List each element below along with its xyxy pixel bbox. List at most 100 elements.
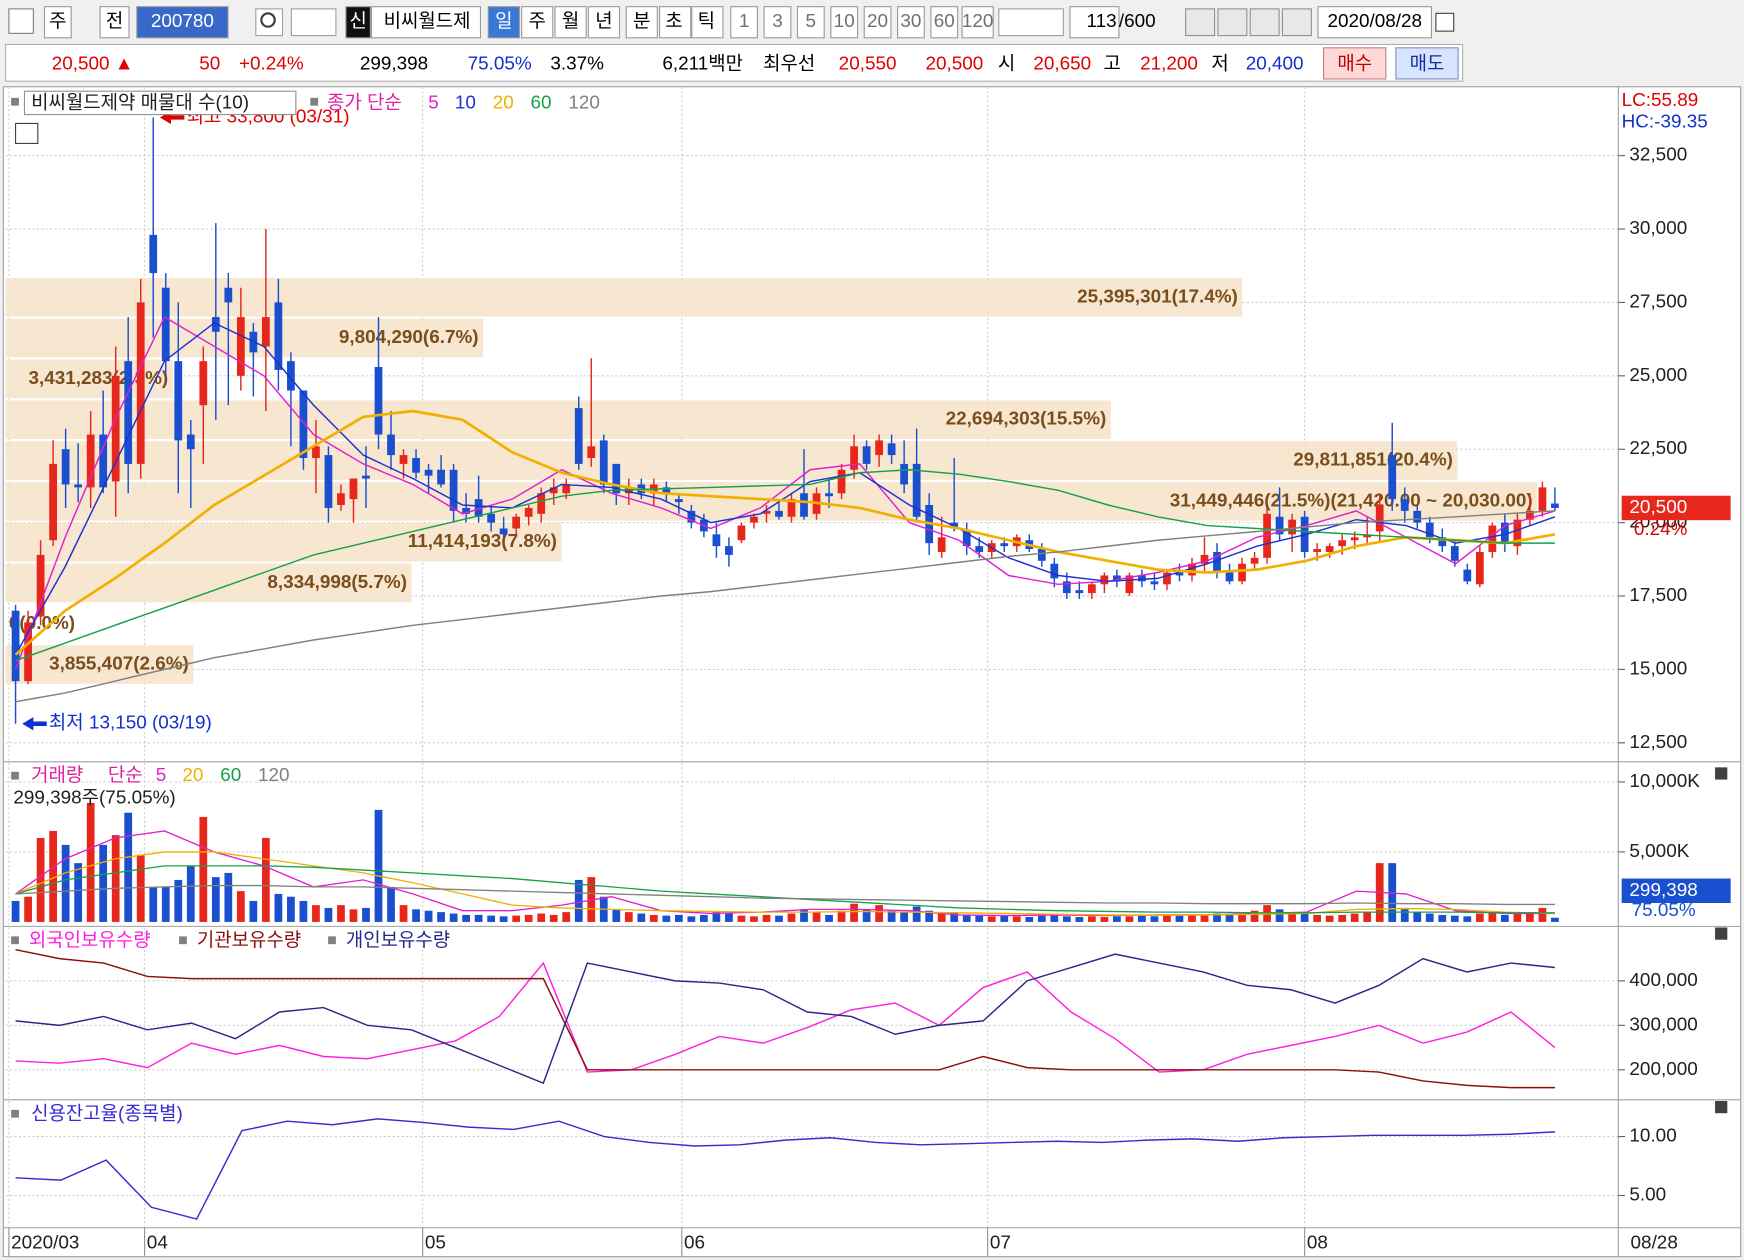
tool-button[interactable]: [1249, 8, 1280, 37]
candle-body: [474, 499, 483, 517]
volume-bar: [1288, 912, 1296, 922]
x-tick-label: 06: [684, 1232, 705, 1253]
tool-button[interactable]: [1185, 8, 1216, 37]
panel-close[interactable]: [1715, 927, 1728, 940]
volume-bar: [862, 909, 871, 922]
toolbar-button[interactable]: [830, 6, 859, 39]
toolbar-button[interactable]: [930, 6, 959, 39]
toolbar-button[interactable]: [625, 6, 658, 39]
candle-body: [1400, 499, 1409, 511]
toolbar-button[interactable]: [691, 6, 724, 39]
quote-field[interactable]: 매도: [1410, 53, 1445, 75]
toolbar-button[interactable]: [763, 6, 792, 39]
volume-bar: [449, 913, 458, 922]
volume-profile-bar: [5, 277, 1243, 317]
candle-body: [862, 446, 871, 464]
volume-bar: [24, 896, 32, 922]
candle-body: [1450, 546, 1459, 561]
candle-body: [149, 234, 158, 274]
quote-field: 20,500: [925, 54, 983, 75]
legend-icon: [328, 936, 336, 945]
toolbar-button[interactable]: [961, 6, 994, 39]
volume-bar: [1350, 913, 1359, 922]
candle-body: [424, 469, 433, 476]
toolbar-button[interactable]: [99, 6, 130, 39]
volume-bar: [725, 913, 733, 922]
line-series: [15, 851, 1555, 916]
toolbar-button[interactable]: [730, 6, 758, 39]
volume-bar: [161, 886, 170, 922]
candle-body: [199, 361, 208, 406]
candle-body: [674, 499, 683, 503]
toolbar-button[interactable]: [370, 6, 482, 39]
sell-button[interactable]: [1395, 47, 1459, 80]
volume-bar: [750, 916, 758, 922]
quote-field: 20,400: [1246, 54, 1304, 75]
toolbar-button[interactable]: [659, 6, 692, 39]
volume-bar: [787, 913, 796, 922]
volume-bar: [1113, 916, 1121, 922]
volume-bar: [1238, 914, 1246, 922]
candle-body: [261, 317, 270, 347]
volume-bar: [875, 905, 883, 922]
tool-button[interactable]: [1217, 8, 1248, 37]
toolbar-button[interactable]: [1317, 6, 1433, 39]
candle-body: [1463, 569, 1472, 582]
candle-body: [512, 516, 521, 529]
tool-button[interactable]: [1281, 8, 1312, 37]
candle-body: [1225, 572, 1234, 582]
toolbar-button[interactable]: [897, 6, 925, 39]
sound-button[interactable]: [290, 8, 337, 37]
toolbar-button[interactable]: [521, 6, 554, 39]
volume-bar: [762, 914, 771, 922]
candle-body: [1113, 575, 1121, 582]
volume-bar: [900, 912, 909, 922]
volume-bar: [1413, 912, 1422, 922]
toolbar-label: 주: [49, 11, 66, 32]
legend-entry: 120: [258, 765, 290, 786]
calendar-icon: [1435, 12, 1455, 32]
panel-close[interactable]: [1715, 767, 1728, 780]
price-tag: [1621, 495, 1731, 521]
candle-body: [349, 478, 358, 500]
toolbar-button[interactable]: [1069, 6, 1120, 39]
candle-body: [537, 493, 546, 514]
toolbar-button[interactable]: [587, 6, 621, 39]
toolbar-button[interactable]: [345, 6, 371, 39]
volume-bar: [462, 914, 470, 922]
search-button[interactable]: [255, 8, 284, 37]
volume-bar: [437, 912, 445, 922]
toolbar-button[interactable]: [43, 6, 72, 39]
legend-entry: 5: [156, 765, 167, 786]
candle-body: [887, 443, 896, 456]
quote-field: 20,650: [1033, 54, 1091, 75]
candle-body: [1087, 584, 1096, 594]
legend-box: [23, 90, 297, 116]
toolbar-button[interactable]: [554, 6, 587, 39]
candle-body: [1500, 522, 1509, 544]
line-series: [14, 409, 1556, 656]
toolbar-icon: [8, 8, 34, 34]
buy-button[interactable]: [1323, 47, 1387, 80]
y-tick-label: 5.00: [1629, 1185, 1666, 1206]
candle-body: [725, 546, 733, 555]
toolbar-button[interactable]: [863, 6, 892, 39]
volume-bar: [236, 891, 245, 922]
toolbar-button[interactable]: [487, 6, 520, 39]
volume-bar: [1125, 916, 1134, 922]
volume-bar: [299, 900, 308, 922]
candle-body: [1526, 510, 1534, 520]
volume-bar: [487, 915, 496, 922]
y-tick-label: 27,500: [1629, 291, 1687, 312]
candle-body: [362, 475, 370, 479]
candle-body: [1062, 581, 1071, 594]
period-select[interactable]: [998, 8, 1064, 37]
toolbar-button[interactable]: [136, 6, 229, 39]
toolbar-button[interactable]: [796, 6, 825, 39]
candle-body: [1475, 551, 1484, 585]
quote-field[interactable]: 매수: [1337, 53, 1372, 75]
volume-bar: [1300, 913, 1309, 922]
panel-close[interactable]: [1715, 1100, 1728, 1114]
candle-body: [287, 361, 295, 391]
